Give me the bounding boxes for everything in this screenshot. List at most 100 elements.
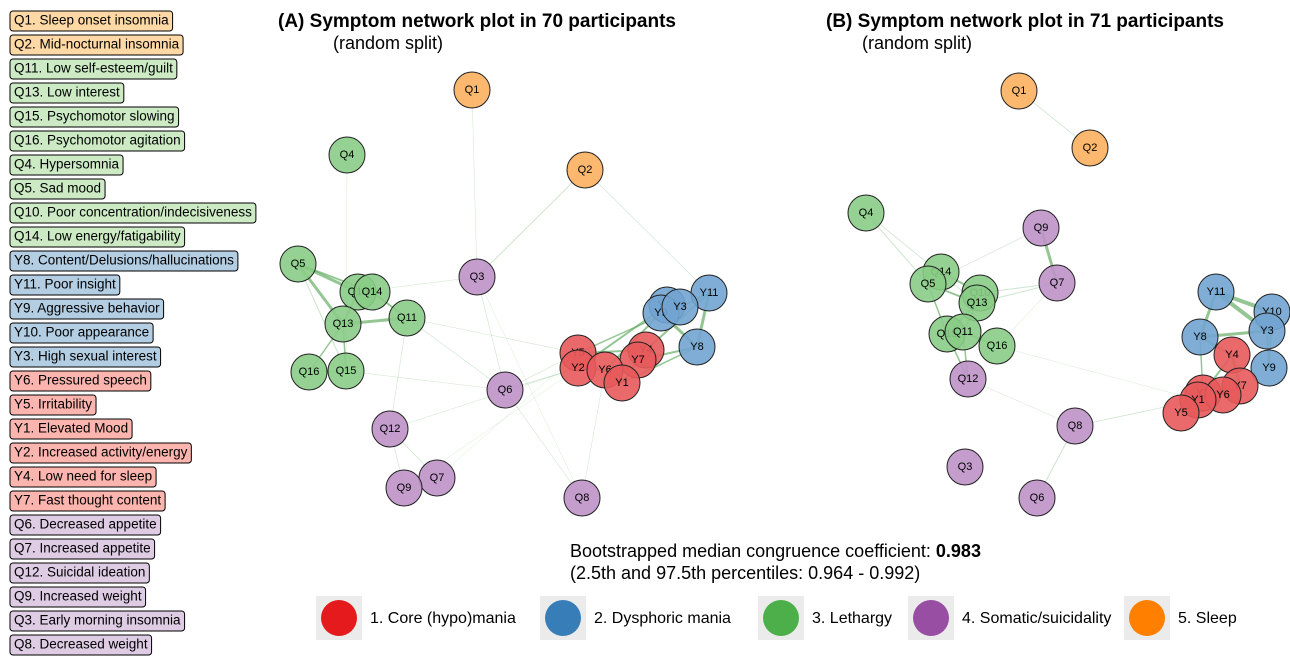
symptom-item: Q8. Decreased weight [14, 637, 148, 652]
symptom-item-box [9, 10, 174, 32]
node [1022, 209, 1060, 247]
node [1197, 273, 1235, 311]
symptom-item: Q7. Increased appetite [14, 541, 151, 556]
symptom-item: Y6. Pressured speech [14, 373, 147, 388]
node-label: Q7 [1050, 277, 1065, 289]
node-label: Y5 [1174, 407, 1187, 419]
symptom-item-box [9, 346, 162, 368]
node [603, 364, 641, 402]
symptom-item-box [9, 226, 186, 248]
subtitle-b: (random split) [862, 33, 972, 53]
symptom-item: Y5. Irritability [14, 397, 92, 412]
symptom-item: Q9. Increased weight [14, 589, 142, 604]
node [1000, 72, 1038, 110]
symptom-item-box [9, 106, 180, 128]
node-label: Q6 [498, 384, 513, 396]
node-label: Q5 [921, 278, 936, 290]
node-label: Y11 [1207, 286, 1226, 298]
node-label: Q8 [575, 492, 590, 504]
symptom-item: Q15. Psychomotor slowing [14, 109, 175, 124]
symptom-item: Q1. Sleep onset insomnia [14, 13, 169, 28]
symptom-item: Q4. Hypersomnia [14, 157, 120, 172]
symptom-item-box [9, 394, 97, 416]
symptom-item-box [9, 82, 125, 104]
symptom-item-box [9, 34, 184, 56]
node [388, 299, 426, 337]
legend-key [913, 600, 949, 636]
edge [584, 169, 710, 294]
symptom-item: Q14. Low energy/fatigability [14, 229, 181, 244]
edge [581, 369, 606, 499]
node-label: Y7 [631, 354, 644, 366]
legend-key [763, 600, 799, 636]
node [1056, 407, 1094, 445]
edge [865, 212, 978, 304]
legend-label: 2. Dysphoric mania [594, 610, 731, 627]
summary-line: Bootstrapped median congruence coefficie… [570, 541, 981, 561]
edge [406, 317, 579, 354]
symptom-item: Y4. Low need for sleep [14, 469, 152, 484]
symptom-item-box [9, 418, 133, 440]
node-label: Q4 [859, 207, 874, 219]
node-label: Q1 [465, 84, 480, 96]
node-label: Q14 [362, 286, 383, 298]
node-label: Y6 [1216, 389, 1229, 401]
edge [476, 276, 583, 499]
node-label: Q3 [470, 271, 485, 283]
legend-label: 4. Somatic/suicidality [962, 610, 1111, 627]
symptom-item: Q5. Sad mood [14, 181, 101, 196]
symptom-item-box [9, 610, 186, 632]
symptom-list: Q1. Sleep onset insomnia Q2. Mid-nocturna… [9, 10, 257, 656]
node [290, 353, 328, 391]
node [353, 273, 391, 311]
node [328, 136, 366, 174]
edge [504, 389, 583, 499]
symptom-item: Q13. Low interest [14, 85, 120, 100]
node-label: Q11 [397, 312, 417, 324]
node [327, 352, 365, 390]
symptom-item: Q12. Suicidal ideation [14, 565, 145, 580]
nodes: Q1Q4Q2Q5Q10Q14Q3Q13Q11Y11Y10Y9Y3Y8Y5Y4Y7… [279, 71, 1290, 517]
node-label: Q6 [1030, 492, 1045, 504]
node-label: Y1 [615, 377, 628, 389]
node [1038, 264, 1076, 302]
symptom-item: Q11. Low self-esteem/guilt [14, 61, 173, 76]
node-label: Y2 [571, 362, 584, 374]
symptom-item: Q3. Early morning insomnia [14, 613, 181, 628]
symptom-item-box [9, 562, 150, 584]
symptom-item-box [9, 202, 257, 224]
edge [389, 367, 579, 430]
node [1162, 394, 1200, 432]
node-label: Y11 [700, 287, 719, 299]
edge [297, 263, 347, 372]
symptom-item-box [9, 586, 147, 608]
node [324, 305, 362, 343]
symptom-item: Y2. Increased activity/energy [14, 445, 188, 460]
legend-label: 3. Lethargy [812, 610, 892, 627]
node-label: Y8 [1193, 331, 1206, 343]
node-label: Q13 [333, 318, 354, 330]
node-label: Q8 [1068, 420, 1083, 432]
node [909, 265, 947, 303]
edge [476, 276, 506, 391]
node-label: Q12 [380, 423, 401, 435]
symptom-item-box [9, 466, 157, 488]
node [279, 245, 317, 283]
symptom-item: Y7. Fast thought content [14, 493, 161, 508]
edge [406, 317, 506, 391]
legend-label: 5. Sleep [1178, 610, 1237, 627]
group-legend: 1. Core (hypo)mania 2. Dysphoric mania 3. … [316, 596, 1237, 640]
node-label: Y3 [1260, 325, 1273, 337]
symptom-item: Q10. Poor concentration/indecisiveness [14, 205, 252, 220]
node-label: Q9 [1034, 222, 1049, 234]
legend-label: 1. Core (hypo)mania [370, 610, 516, 627]
legend-key [545, 600, 581, 636]
summary-percentiles: (2.5th and 97.5th percentiles: 0.964 - 0… [570, 563, 920, 583]
node-label: Q12 [958, 373, 979, 385]
node [1071, 129, 1109, 167]
symptom-item-box [9, 130, 186, 152]
symptom-item: Q2. Mid-nocturnal insomnia [14, 37, 180, 52]
legend-key [1129, 600, 1165, 636]
node [1181, 318, 1219, 356]
